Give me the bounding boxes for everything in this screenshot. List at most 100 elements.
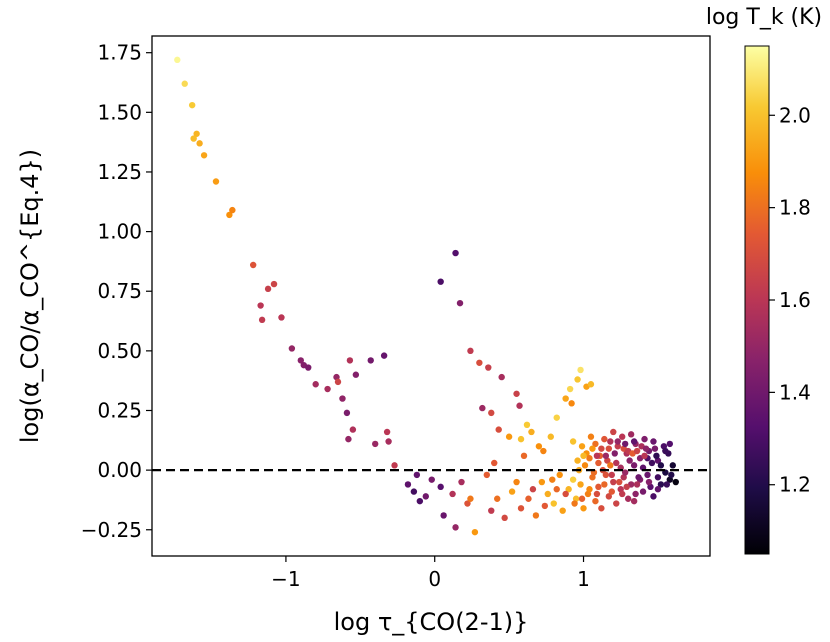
data-point — [633, 481, 641, 488]
data-point — [587, 381, 595, 388]
data-point — [610, 428, 617, 436]
data-point — [663, 481, 671, 488]
data-point — [624, 495, 632, 502]
data-point — [485, 364, 492, 371]
data-point — [642, 445, 650, 452]
data-point — [605, 493, 613, 500]
data-point — [312, 381, 319, 388]
data-point — [520, 452, 528, 460]
data-point — [562, 395, 569, 402]
data-point — [305, 364, 312, 371]
data-point — [619, 490, 626, 498]
data-point — [571, 500, 578, 507]
data-point — [513, 478, 520, 486]
data-point — [297, 357, 304, 364]
plot-frame — [151, 35, 711, 557]
data-point — [278, 314, 285, 321]
data-point — [602, 471, 610, 479]
data-point — [662, 447, 669, 455]
data-point — [569, 476, 577, 483]
data-point — [650, 493, 657, 500]
data-point — [610, 478, 617, 486]
data-point — [608, 488, 615, 495]
data-point — [645, 478, 653, 486]
data-point — [464, 500, 471, 507]
data-point — [483, 471, 490, 479]
y-tick-label: 0.75 — [97, 279, 142, 303]
data-point — [577, 481, 584, 488]
data-point — [654, 474, 662, 481]
data-point — [607, 438, 614, 445]
data-point — [566, 385, 574, 393]
data-point — [619, 433, 626, 440]
data-point — [598, 445, 605, 452]
data-point — [621, 440, 629, 448]
data-point — [488, 409, 495, 417]
data-point — [668, 471, 675, 479]
data-point — [345, 435, 352, 443]
data-point — [626, 457, 633, 464]
data-point — [611, 450, 618, 457]
data-point — [569, 438, 577, 445]
data-point — [346, 357, 354, 364]
data-point — [577, 366, 584, 374]
y-tick-label: 1.00 — [97, 220, 142, 244]
y-tick-label: 0.00 — [97, 458, 142, 482]
data-point — [578, 443, 586, 450]
data-point — [605, 445, 613, 452]
data-point — [343, 409, 351, 417]
data-point — [613, 500, 620, 507]
data-point — [495, 426, 502, 433]
data-point — [592, 440, 599, 448]
data-point — [190, 135, 197, 142]
data-point — [553, 414, 560, 421]
x-axis: −1 0 1 — [271, 556, 590, 591]
data-point — [437, 483, 444, 491]
data-points — [174, 56, 679, 536]
data-point — [516, 402, 523, 409]
y-tick-label: 0.50 — [97, 339, 142, 363]
colorbar-tick-label: 1.2 — [779, 473, 811, 497]
x-tick-label: 1 — [577, 567, 590, 591]
y-tick-label: 0.25 — [97, 398, 142, 422]
data-point — [648, 459, 656, 467]
data-point — [641, 435, 648, 443]
data-point — [630, 462, 638, 469]
data-point — [654, 486, 662, 493]
data-point — [258, 316, 266, 324]
data-point — [602, 452, 610, 460]
data-point — [471, 528, 479, 536]
colorbar-ticks: 1.2 1.4 1.6 1.8 2.0 — [769, 103, 811, 497]
data-point — [541, 502, 549, 510]
data-point — [651, 445, 659, 452]
data-point — [578, 495, 586, 502]
data-point — [479, 404, 486, 412]
data-point — [607, 462, 614, 469]
data-point — [452, 524, 459, 531]
data-point — [549, 476, 556, 483]
data-point — [669, 462, 676, 469]
data-point — [614, 438, 621, 445]
data-point — [508, 488, 516, 495]
y-tick-label: 1.50 — [97, 100, 142, 124]
data-point — [586, 455, 593, 462]
data-point — [550, 500, 557, 507]
data-point — [644, 471, 651, 479]
colorbar — [744, 45, 770, 555]
data-point — [416, 497, 424, 505]
data-point — [494, 495, 501, 502]
data-point — [672, 478, 679, 486]
data-point — [580, 452, 587, 460]
data-point — [449, 490, 456, 498]
data-point — [532, 512, 540, 519]
colorbar-tick-label: 1.4 — [779, 380, 811, 404]
data-point — [349, 426, 357, 433]
data-point — [587, 433, 595, 440]
data-point — [467, 347, 474, 355]
data-point — [383, 428, 391, 436]
y-axis: −0.25 0.00 0.25 0.50 0.75 1.00 1.25 1.50 1.75 — [81, 41, 152, 542]
data-point — [467, 495, 474, 502]
colorbar-label: log T_k (K) — [706, 5, 822, 30]
data-point — [559, 507, 566, 514]
